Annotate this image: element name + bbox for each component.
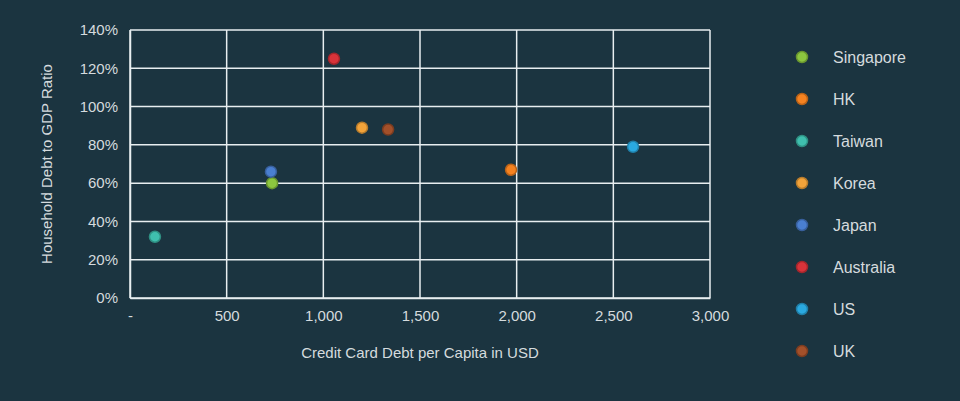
point: [149, 231, 160, 242]
legend-label: UK: [833, 343, 856, 360]
legend-label: Taiwan: [833, 133, 883, 150]
y-tick-label: 0%: [96, 289, 118, 306]
legend-label: Korea: [833, 175, 876, 192]
legend-marker: [797, 346, 808, 357]
grid-line-x: [613, 30, 615, 298]
legend-marker: [797, 178, 808, 189]
grid-line-y: [130, 259, 710, 261]
legend-marker: [797, 136, 808, 147]
y-tick-label: 140%: [80, 21, 118, 38]
legend-label: US: [833, 301, 855, 318]
y-tick: 120%: [80, 60, 130, 77]
y-axis: 0% 20% 40% 60% 80% 100% 120% 140%: [80, 21, 131, 306]
grid: [130, 30, 710, 298]
legend-marker: [797, 52, 808, 63]
y-axis-title: Household Debt to GDP Ratio: [38, 64, 55, 264]
legend-item: Japan: [797, 217, 877, 234]
x-tick: 1,000: [305, 298, 343, 324]
x-axis-title: Credit Card Debt per Capita in USD: [301, 344, 539, 361]
x-tick: 3,000: [692, 298, 730, 324]
point: [506, 164, 517, 175]
point: [628, 141, 639, 152]
x-tick: 2,500: [595, 298, 633, 324]
grid-line-y: [130, 297, 710, 299]
legend-item: US: [797, 301, 856, 318]
y-axis-line: [130, 31, 132, 299]
x-axis-line: [131, 298, 711, 300]
grid-line-y: [130, 144, 710, 146]
grid-line-x: [709, 30, 711, 298]
grid-line-x: [323, 30, 325, 298]
grid-line-x: [226, 30, 228, 298]
y-tick: 60%: [88, 174, 130, 191]
legend-label: Japan: [833, 217, 877, 234]
grid-line-y: [130, 68, 710, 70]
legend-item: Taiwan: [797, 133, 883, 150]
point: [383, 124, 394, 135]
legend-item: Australia: [797, 259, 896, 276]
legend-item: Singapore: [797, 49, 907, 66]
legend-label: Australia: [833, 259, 895, 276]
point: [357, 122, 368, 133]
grid-line-x: [129, 30, 131, 298]
y-tick-label: 120%: [80, 60, 118, 77]
legend-item: Korea: [797, 175, 876, 192]
legend-label: Singapore: [833, 49, 906, 66]
x-tick-label: 3,000: [692, 307, 730, 324]
x-tick-label: 2,500: [595, 307, 633, 324]
grid-line-y: [130, 182, 710, 184]
chart: - 500 1,000 1,500 2,000 2,500 3,000 0% 20% 40% 60%…: [0, 0, 960, 401]
grid-line-y: [130, 221, 710, 223]
y-tick: 0%: [96, 289, 130, 306]
y-tick-label: 80%: [88, 136, 118, 153]
legend-label: HK: [833, 91, 856, 108]
x-tick: -: [128, 298, 133, 324]
x-tick-label: 2,000: [498, 307, 536, 324]
y-tick: 40%: [88, 213, 130, 230]
x-tick: 500: [215, 298, 240, 324]
x-tick-label: 500: [215, 307, 240, 324]
grid-line-y: [130, 29, 710, 31]
y-tick-label: 60%: [88, 174, 118, 191]
legend: Singapore HK Taiwan Korea Japan Australia US UK: [797, 49, 907, 360]
legend-item: UK: [797, 343, 856, 360]
x-tick-label: 1,000: [305, 307, 343, 324]
x-tick: 2,000: [498, 298, 536, 324]
y-tick: 80%: [88, 136, 130, 153]
legend-item: HK: [797, 91, 856, 108]
legend-marker: [797, 94, 808, 105]
legend-marker: [797, 262, 808, 273]
point: [328, 53, 339, 64]
point: [265, 166, 276, 177]
point: [267, 178, 278, 189]
y-tick: 140%: [80, 21, 130, 38]
legend-marker: [797, 220, 808, 231]
grid-line-x: [419, 30, 421, 298]
x-tick: 1,500: [402, 298, 440, 324]
x-tick-label: -: [128, 307, 133, 324]
y-tick-label: 40%: [88, 213, 118, 230]
legend-marker: [797, 304, 808, 315]
grid-line-y: [130, 106, 710, 108]
x-axis: - 500 1,000 1,500 2,000 2,500 3,000: [128, 298, 729, 324]
x-tick-label: 1,500: [402, 307, 440, 324]
y-tick-label: 20%: [88, 251, 118, 268]
y-tick: 100%: [80, 98, 130, 115]
points: [149, 53, 638, 242]
y-tick: 20%: [88, 251, 130, 268]
grid-line-x: [516, 30, 518, 298]
y-tick-label: 100%: [80, 98, 118, 115]
